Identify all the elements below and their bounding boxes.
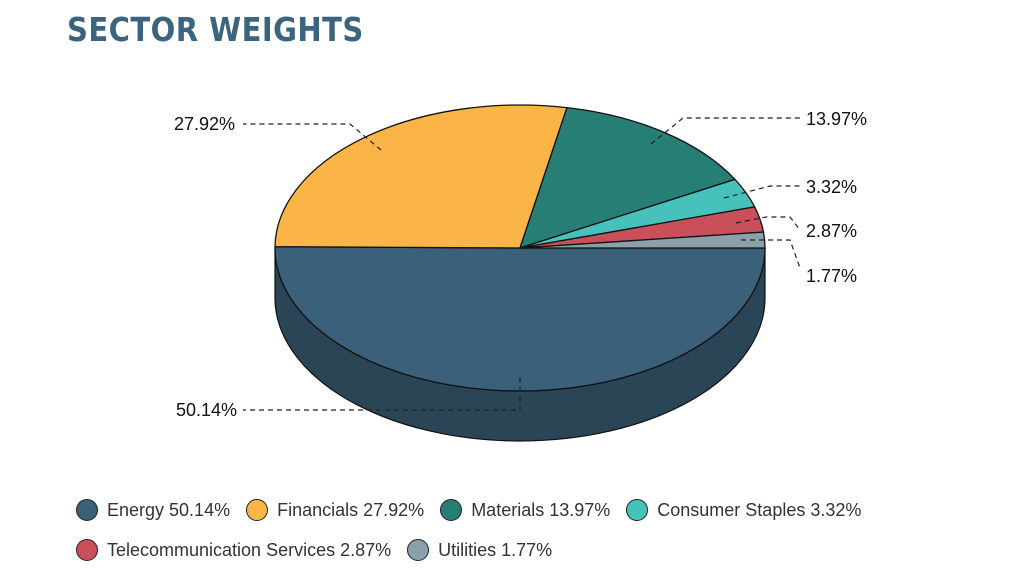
pie-slice-2 <box>519 106 736 249</box>
legend-swatch-icon <box>76 499 98 521</box>
leader-line-3 <box>723 185 800 199</box>
leader-line-0 <box>243 378 521 411</box>
leader-line-2 <box>650 117 800 145</box>
leader-line-1 <box>243 123 382 151</box>
pie-slice-1 <box>274 104 568 249</box>
legend-item[interactable]: Consumer Staples 3.32% <box>626 499 861 521</box>
chart-title: SECTOR WEIGHTS <box>67 10 364 49</box>
legend-label: Telecommunication Services 2.87% <box>107 539 392 560</box>
pie-chart: 50.14% 27.92% 13.97% 3.32% 2.87% 1.77% <box>174 104 867 442</box>
legend-item[interactable]: Energy 50.14% <box>76 499 230 521</box>
legend-item[interactable]: Utilities 1.77% <box>407 539 552 561</box>
data-label-5: 1.77% <box>806 266 857 286</box>
legend-label: Utilities 1.77% <box>438 539 553 560</box>
legend-swatch-icon <box>626 499 649 521</box>
legend-label: Materials 13.97% <box>471 499 611 520</box>
legend-swatch-icon <box>246 499 269 521</box>
leader-line-5 <box>741 239 801 269</box>
legend-label: Consumer Staples 3.32% <box>657 499 862 520</box>
data-label-3: 3.32% <box>806 177 857 197</box>
legend-item[interactable]: Telecommunication Services 2.87% <box>76 539 391 561</box>
legend: Energy 50.14% Financials 27.92% Materials … <box>76 490 976 570</box>
legend-swatch-icon <box>407 539 430 561</box>
data-label-4: 2.87% <box>806 221 857 241</box>
legend-swatch-icon <box>440 499 463 521</box>
data-label-2: 13.97% <box>806 109 867 129</box>
data-label-0: 50.14% <box>176 400 237 420</box>
pie-slice-0 <box>274 246 766 392</box>
legend-item[interactable]: Materials 13.97% <box>440 499 610 521</box>
legend-swatch-icon <box>76 539 98 561</box>
legend-label: Energy 50.14% <box>107 499 231 520</box>
legend-item[interactable]: Financials 27.92% <box>246 499 424 521</box>
data-label-1: 27.92% <box>174 114 235 134</box>
legend-label: Financials 27.92% <box>277 499 425 520</box>
pie-slice-5 <box>519 231 766 249</box>
